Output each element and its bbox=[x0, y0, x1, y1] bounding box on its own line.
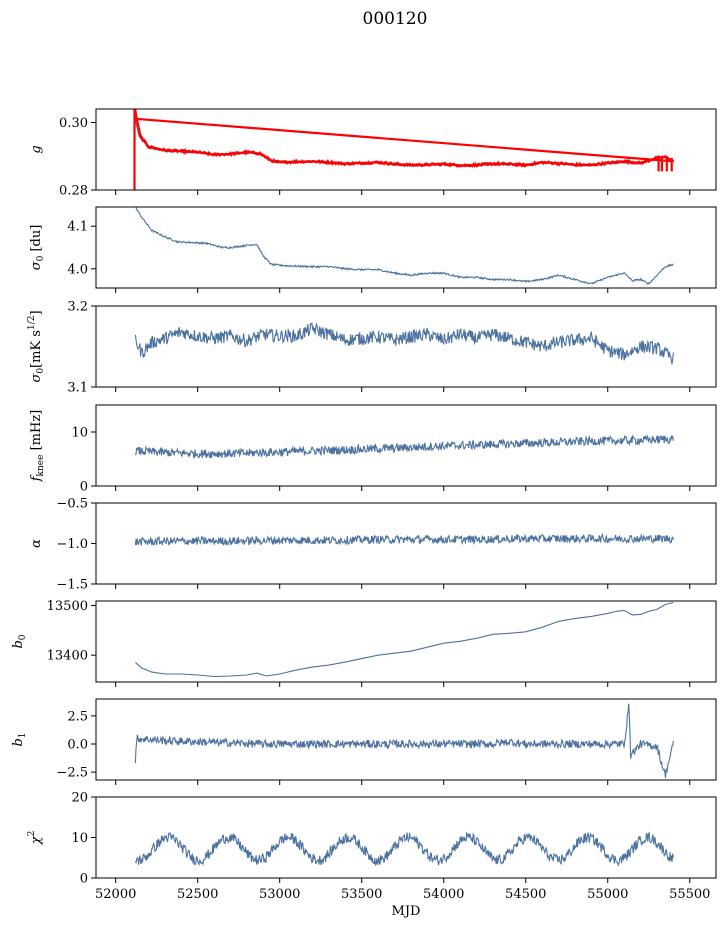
y-tick-label: −2.5 bbox=[56, 766, 88, 781]
axes-frame bbox=[95, 502, 717, 585]
figure-title: 000120 bbox=[363, 9, 428, 29]
y-tick-label: 13400 bbox=[47, 649, 88, 664]
y-tick-label: 0 bbox=[80, 480, 88, 495]
y-tick-label: 0 bbox=[80, 872, 88, 887]
series-line-1-2 bbox=[133, 109, 675, 190]
series-line-2-1 bbox=[135, 207, 674, 285]
y-axis-label: σ0 [du] bbox=[29, 225, 46, 271]
y-tick-label: −0.5 bbox=[56, 497, 88, 512]
y-axis-label: g bbox=[29, 145, 44, 153]
panel-3: 3.1 3.2 σ0[mK s1/2] bbox=[27, 300, 717, 396]
y-tick-label: 0.30 bbox=[59, 116, 88, 131]
panel-4: 0 10 fknee [mHz] bbox=[29, 404, 717, 495]
axes-frame bbox=[95, 698, 717, 781]
y-axis-label: fknee [mHz] bbox=[29, 410, 46, 483]
y-tick-label: 13500 bbox=[47, 599, 88, 614]
y-tick-label: −1.5 bbox=[56, 578, 88, 593]
series-line-5-1 bbox=[134, 532, 674, 547]
panel-1: 0.28 0.30 g bbox=[29, 108, 717, 199]
y-tick-label: 0.0 bbox=[67, 738, 88, 753]
y-axis-label: χ2 bbox=[27, 831, 44, 846]
panel-2: 4.0 4.1 σ0 [du] bbox=[29, 206, 717, 293]
x-tick-label: 54500 bbox=[505, 887, 546, 902]
x-tick-label: 53500 bbox=[341, 887, 382, 902]
series-line-3-1 bbox=[134, 322, 674, 365]
y-axis-label: b1 bbox=[11, 732, 28, 746]
y-tick-label: 4.0 bbox=[67, 262, 88, 277]
panel-5: −1.5 −1.0 −0.5 α bbox=[29, 497, 717, 593]
y-tick-label: 0.28 bbox=[59, 184, 88, 199]
series-line-8-1 bbox=[134, 831, 674, 867]
axes-frame bbox=[95, 404, 717, 487]
axes-frame bbox=[95, 108, 717, 191]
axes-frame bbox=[95, 305, 717, 388]
panel-6: 13400 13500 b0 bbox=[11, 599, 717, 687]
x-tick-label: 52000 bbox=[95, 887, 136, 902]
x-tick-label: 54000 bbox=[423, 887, 464, 902]
y-tick-label: 20 bbox=[71, 791, 88, 806]
y-axis-label: α bbox=[29, 539, 44, 548]
axes-frame bbox=[95, 206, 717, 289]
y-axis-label: σ0[mK s1/2] bbox=[27, 310, 46, 382]
series-line-6-1 bbox=[135, 601, 674, 678]
y-tick-label: 3.1 bbox=[67, 381, 88, 396]
x-axis-label: MJD bbox=[392, 904, 421, 919]
axes-frame bbox=[95, 600, 717, 683]
y-axis-label: b0 bbox=[11, 634, 28, 648]
x-tick-label: 53000 bbox=[259, 887, 300, 902]
y-tick-label: 10 bbox=[71, 831, 88, 846]
series-line-7-1 bbox=[134, 703, 674, 779]
series-line-4-1 bbox=[134, 434, 674, 459]
y-tick-label: 2.5 bbox=[67, 709, 88, 724]
x-tick-label: 52500 bbox=[177, 887, 218, 902]
y-tick-label: 10 bbox=[71, 426, 88, 441]
x-tick-label: 55500 bbox=[669, 887, 710, 902]
y-tick-label: 4.1 bbox=[67, 220, 88, 235]
panel-7: −2.5 0.0 2.5 b1 bbox=[11, 698, 717, 785]
y-tick-label: 3.2 bbox=[67, 300, 88, 315]
x-tick-label: 55000 bbox=[587, 887, 628, 902]
y-tick-label: −1.0 bbox=[56, 537, 88, 552]
panel-8: 0 10 20 χ2 52000 52500 53000 53500 54000 54500 550… bbox=[27, 791, 717, 919]
